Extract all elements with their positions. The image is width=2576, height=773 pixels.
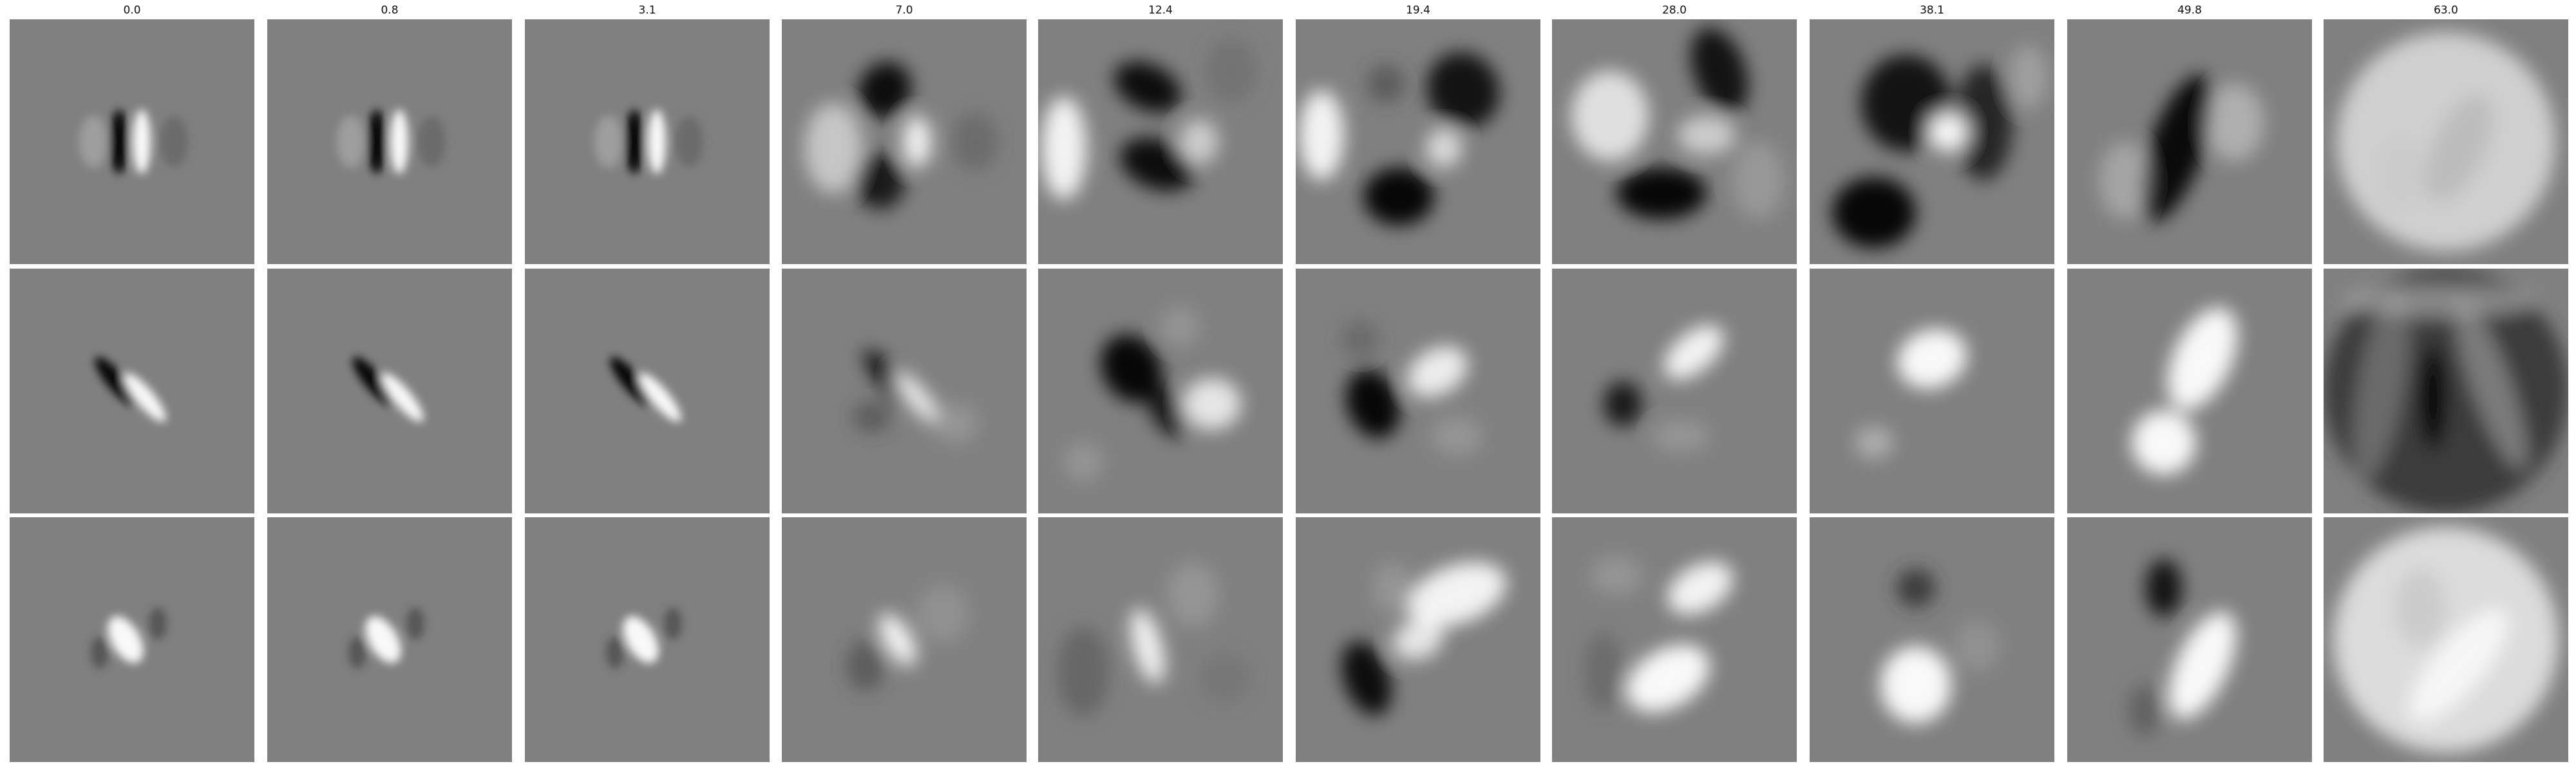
- filter-panel-r2-c1: [10, 269, 254, 513]
- filter-panel-r3-c10: [2324, 517, 2568, 762]
- column-title-3: 3.1: [638, 4, 656, 17]
- filter-panel-r2-c5: [1038, 269, 1283, 513]
- filter-panel-r3-c9: [2067, 517, 2312, 762]
- filter-panel-r3-c3: [525, 517, 770, 762]
- filter-panel-r1-c9: [2067, 19, 2312, 264]
- column-title-2: 0.8: [381, 4, 399, 17]
- filter-panel-r2-c9: [2067, 269, 2312, 513]
- column-title-6: 19.4: [1406, 4, 1430, 17]
- filter-panel-r3-c5: [1038, 517, 1283, 762]
- filter-panel-r3-c8: [1810, 517, 2054, 762]
- filter-panel-r2-c6: [1296, 269, 1540, 513]
- column-title-4: 7.0: [895, 4, 913, 17]
- filter-panel-r3-c4: [782, 517, 1027, 762]
- filter-panel-r3-c1: [10, 517, 254, 762]
- filter-panel-r2-c3: [525, 269, 770, 513]
- filter-panel-r1-c2: [267, 19, 512, 264]
- filter-panel-r2-c2: [267, 269, 512, 513]
- filter-panel-r2-c10: [2324, 269, 2568, 513]
- column-title-5: 12.4: [1148, 4, 1173, 17]
- filter-panel-r1-c10: [2324, 19, 2568, 264]
- column-title-1: 0.0: [123, 4, 141, 17]
- filter-panel-r1-c3: [525, 19, 770, 264]
- filter-panel-r1-c7: [1552, 19, 1797, 264]
- filter-panel-r1-c6: [1296, 19, 1540, 264]
- column-title-9: 49.8: [2177, 4, 2202, 17]
- filter-panel-r3-c7: [1552, 517, 1797, 762]
- filter-panel-r2-c8: [1810, 269, 2054, 513]
- filter-panel-r3-c2: [267, 517, 512, 762]
- column-title-7: 28.0: [1662, 4, 1687, 17]
- filter-panel-r1-c1: [10, 19, 254, 264]
- column-title-8: 38.1: [1920, 4, 1944, 17]
- filter-panel-r1-c8: [1810, 19, 2054, 264]
- filter-panel-r2-c4: [782, 269, 1027, 513]
- filter-panel-r3-c6: [1296, 517, 1540, 762]
- column-title-10: 63.0: [2434, 4, 2458, 17]
- filter-panel-r1-c5: [1038, 19, 1283, 264]
- filter-panel-r2-c7: [1552, 269, 1797, 513]
- filter-panel-r1-c4: [782, 19, 1027, 264]
